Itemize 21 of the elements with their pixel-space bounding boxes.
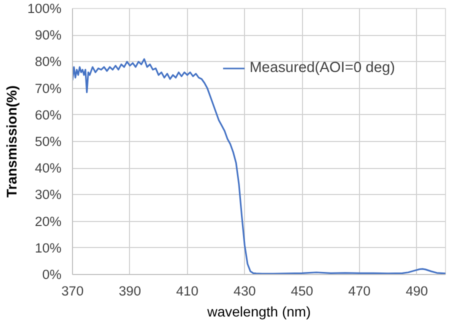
y-tick-label: 70% (34, 80, 62, 96)
y-axis-title: Transmission(%) (3, 85, 20, 198)
y-tick-label: 80% (34, 54, 62, 70)
x-tick-label: 470 (348, 284, 371, 298)
y-tick-label: 30% (34, 187, 62, 202)
x-tick-label: 370 (61, 284, 84, 298)
y-tick-label: 90% (34, 28, 62, 43)
y-tick-label: 50% (34, 134, 62, 149)
y-tick-label: 0% (42, 267, 62, 282)
y-tick-label: 60% (34, 107, 62, 122)
x-tick-label: 490 (406, 284, 428, 298)
y-tick-label: 10% (34, 240, 62, 256)
x-tick-label: 450 (290, 284, 314, 298)
x-tick-label: 430 (234, 284, 256, 298)
legend-label: Measured(AOI=0 deg) (250, 60, 395, 76)
x-axis-title: wavelength (nm) (206, 304, 311, 320)
x-tick-label: 390 (118, 284, 142, 298)
y-tick-label: 20% (34, 214, 62, 229)
y-tick-label: 100% (27, 1, 62, 16)
y-tick-label: 40% (34, 160, 62, 176)
x-tick-label: 410 (176, 284, 198, 298)
